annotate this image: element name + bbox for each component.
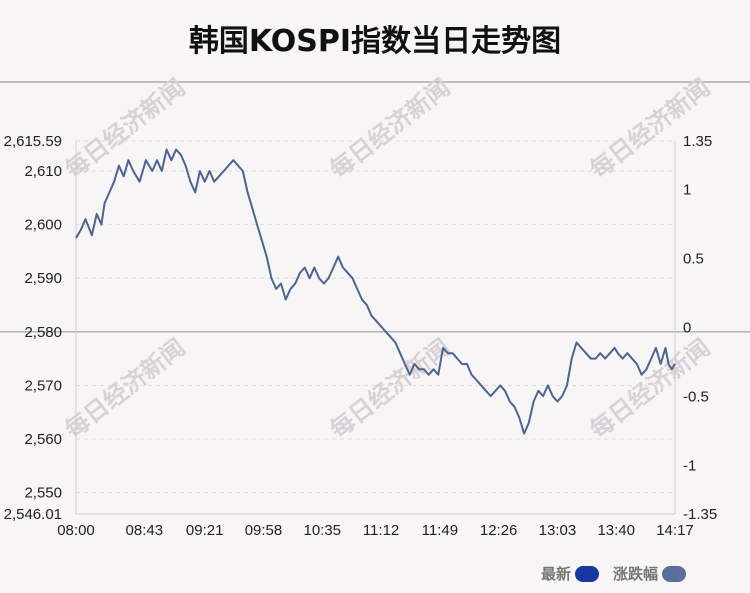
watermark-text: 每日经济新闻 — [59, 73, 190, 185]
y-right-tick-label: -1.35 — [683, 506, 717, 523]
x-tick-label: 11:12 — [363, 522, 399, 539]
legend-swatch-latest — [574, 565, 599, 582]
y-left-tick-label: 2,615.59 — [4, 133, 62, 150]
chart-title: 韩国KOSPI指数当日走势图 — [188, 24, 562, 59]
x-tick-label: 09:58 — [245, 522, 283, 539]
y-left-tick-label: 2,570 — [24, 377, 62, 394]
legend: 最新 涨跌幅 — [527, 563, 686, 584]
series-line-kospi — [75, 148, 676, 435]
legend-item-change[interactable]: 涨跌幅 — [613, 563, 686, 584]
legend-item-latest[interactable]: 最新 — [541, 563, 599, 584]
x-tick-label: 13:40 — [597, 522, 635, 539]
x-tick-label: 08:00 — [57, 522, 95, 539]
y-right-tick-label: 1 — [683, 181, 691, 198]
y-left-tick-label: 2,560 — [24, 431, 62, 448]
title-divider — [0, 81, 750, 83]
y-left-tick-label: 2,610 — [24, 163, 62, 180]
x-tick-label: 10:35 — [303, 522, 341, 539]
y-right-tick-label: -1 — [683, 458, 696, 475]
y-left-tick-label: 2,590 — [24, 270, 62, 287]
y-right-tick-label: 0 — [683, 320, 691, 337]
x-tick-label: 11:49 — [422, 522, 458, 539]
watermark-text: 每日经济新闻 — [324, 333, 455, 445]
x-tick-label: 08:43 — [126, 522, 164, 539]
x-tick-label: 09:21 — [186, 522, 224, 539]
y-right-tick-label: 0.5 — [683, 250, 704, 267]
y-left-tick-label: 2,546.01 — [4, 506, 62, 523]
legend-label-latest: 最新 — [540, 565, 571, 583]
y-right-tick-label: -0.5 — [683, 389, 709, 406]
legend-swatch-change — [662, 565, 686, 582]
legend-label-change: 涨跌幅 — [612, 565, 658, 583]
y-left-tick-label: 2,550 — [24, 485, 62, 502]
watermark-text: 每日经济新闻 — [59, 333, 190, 445]
x-tick-label: 12:26 — [480, 522, 518, 539]
y-right-tick-label: 1.35 — [683, 133, 712, 150]
y-left-tick-label: 2,580 — [24, 324, 62, 341]
watermark-text: 每日经济新闻 — [584, 73, 715, 185]
watermark-text: 每日经济新闻 — [324, 73, 455, 185]
x-tick-label: 13:03 — [539, 522, 577, 539]
x-tick-label: 14:17 — [656, 522, 694, 539]
y-left-tick-label: 2,600 — [24, 217, 62, 234]
